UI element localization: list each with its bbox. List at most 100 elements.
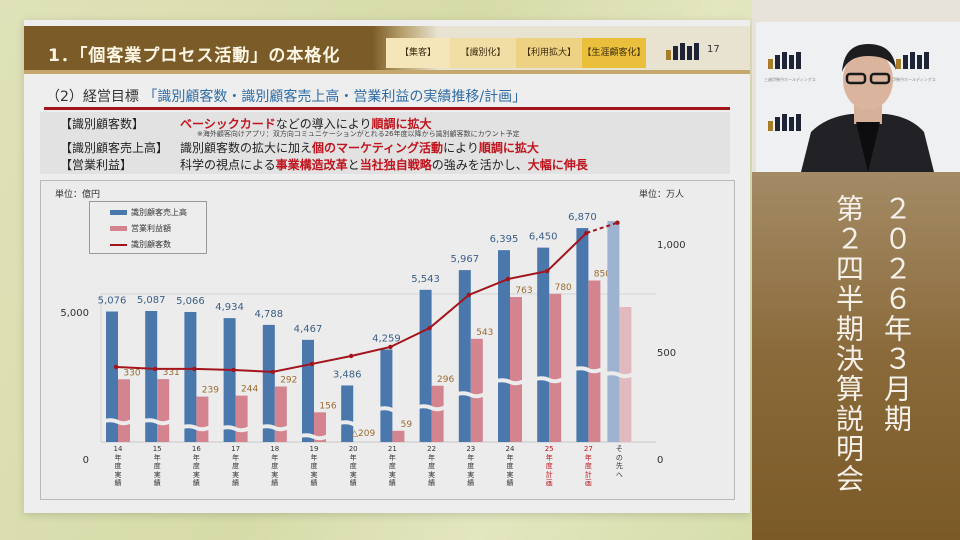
sales-value-label: 4,788 xyxy=(254,309,283,320)
x-category-label: 18 年 度 実 績 xyxy=(270,445,280,487)
backdrop-logo-icon xyxy=(768,52,801,69)
profit-value-label: 330 xyxy=(123,368,140,378)
sales-value-label: 4,934 xyxy=(215,302,244,313)
targets-box: 【識別顧客数】 ベーシックカードなどの導入により順調に拡大 ※海外顧客向けアプリ：… xyxy=(40,112,730,174)
profit-bar xyxy=(392,430,405,442)
info-text: 大幅に伸長 xyxy=(527,158,588,172)
x-category-label: 19 年 度 実 績 xyxy=(309,445,319,487)
sales-value-label: 3,486 xyxy=(333,369,362,380)
sales-bar xyxy=(223,318,236,442)
video-frame: 三越伊勢丹ホールディングス 三越伊勢丹ホールディングス xyxy=(756,22,960,172)
profit-value-label: 59 xyxy=(401,420,413,430)
legend-item-sales: 識別顧客売上高 xyxy=(110,207,187,218)
x-category-label: 21 年 度 実 績 xyxy=(387,445,397,487)
header-divider xyxy=(24,70,750,74)
sales-value-label: 5,076 xyxy=(98,296,127,307)
sales-bar xyxy=(537,247,550,442)
customers-point xyxy=(231,367,236,373)
info-text: 順調に拡大 xyxy=(371,117,432,131)
left-unit-label: 単位：億円 xyxy=(55,190,101,200)
sales-bar xyxy=(184,311,197,442)
process-steps: 【集客】 【識別化】 【利用拡大】 【生涯顧客化】 xyxy=(386,38,646,68)
sales-bar xyxy=(458,270,471,442)
info-text: などの導入により xyxy=(275,117,372,131)
info-row-profit: 【営業利益】 科学の視点による事業構造改革と当社独自戦略の強みを活かし、大幅に伸長 xyxy=(60,156,588,173)
info-text: の強みを活かし、 xyxy=(431,158,528,172)
customers-line-projection xyxy=(586,221,618,234)
info-label: 【識別顧客数】 xyxy=(60,117,145,131)
sales-bar xyxy=(419,289,432,442)
legend-line-red xyxy=(110,243,127,246)
x-category-label: 15 年 度 実 績 xyxy=(152,445,162,487)
profit-value-label: 244 xyxy=(241,385,258,395)
profit-value-label: △209 xyxy=(351,429,375,439)
customers-point xyxy=(388,344,393,350)
legend-label: 営業利益額 xyxy=(131,224,171,233)
backdrop-text: 三越伊勢丹ホールディングス xyxy=(764,77,816,82)
customers-point xyxy=(505,276,511,282)
info-text: 事業構造改革 xyxy=(275,158,348,172)
sales-value-label: 5,967 xyxy=(450,254,479,265)
step-identify: 【識別化】 xyxy=(450,38,516,68)
legend-label: 識別顧客売上高 xyxy=(131,208,187,217)
sales-value-label: 4,467 xyxy=(294,324,323,335)
customers-point xyxy=(270,369,275,375)
y-left-tick: 5,000 xyxy=(60,308,89,319)
profit-bar xyxy=(196,396,209,442)
step-attract: 【集客】 xyxy=(386,38,450,68)
x-category-label: 14 年 度 実 績 xyxy=(113,445,123,487)
right-unit-label: 単位：万人 xyxy=(639,190,685,200)
legend-item-customers: 識別顧客数 xyxy=(110,239,171,250)
info-label: 【識別顧客売上高】 xyxy=(60,141,169,155)
fiscal-period-label: ２０２６年３月期 xyxy=(880,194,913,434)
sales-value-label: 5,066 xyxy=(176,296,205,307)
customers-point xyxy=(153,366,158,372)
info-label: 【営業利益】 xyxy=(60,158,133,172)
sales-bar xyxy=(380,349,393,442)
profit-value-label: 156 xyxy=(319,401,336,411)
customers-point xyxy=(192,366,197,372)
x-category-label: 17 年 度 実 績 xyxy=(231,445,241,487)
slide-title: 1．「個客業プロセス活動」の本格化 xyxy=(48,46,341,66)
backdrop-logo-icon xyxy=(768,114,801,131)
sales-bar xyxy=(576,228,589,442)
y-right-tick: 500 xyxy=(657,348,677,359)
info-text: 科学の視点による xyxy=(180,158,276,172)
x-category-label: 24 年 度 実 績 xyxy=(505,445,515,487)
briefing-title-label: 第２四半期決算説明会 xyxy=(832,194,865,494)
step-expand-use: 【利用拡大】 xyxy=(516,38,582,68)
step-lifetime-customer: 【生涯顧客化】 xyxy=(582,38,646,68)
x-category-label: 23 年 度 実 績 xyxy=(466,445,476,487)
sales-value-label: 6,450 xyxy=(529,232,558,243)
info-row-sales: 【識別顧客売上高】 識別顧客数の拡大に加え個のマーケティング活動により順調に拡大 xyxy=(60,139,539,156)
y-right-tick: 0 xyxy=(657,455,664,466)
info-row-customers: 【識別顧客数】 ベーシックカードなどの導入により順調に拡大 xyxy=(60,115,432,132)
sales-value-label: 4,259 xyxy=(372,334,401,345)
profit-bar xyxy=(235,395,248,442)
info-text: と xyxy=(347,158,360,172)
sales-bar xyxy=(498,250,510,442)
x-category-label: 25 年 度 計 画 xyxy=(544,445,554,487)
customers-point xyxy=(615,220,620,225)
profit-bar xyxy=(314,412,326,442)
profit-value-label: 296 xyxy=(437,375,454,385)
info-text: 当社独自戦略 xyxy=(359,158,432,172)
customers-point xyxy=(113,364,119,370)
backdrop-text: 三越伊勢丹ホールディングス xyxy=(884,77,936,82)
profit-value-label: 331 xyxy=(163,368,180,378)
customers-point xyxy=(427,325,432,331)
profit-bar xyxy=(157,379,170,442)
customers-point xyxy=(349,353,354,359)
combo-chart: 単位：億円 単位：万人 5,076 330 5,087 331 5,066 239 4,93… xyxy=(40,180,735,500)
section-prefix: （2）経営目標 xyxy=(46,89,139,105)
x-category-label: 27 年 度 計 画 xyxy=(583,445,593,487)
legend-swatch-pink xyxy=(110,226,127,231)
profit-bar xyxy=(510,297,522,442)
profit-bar xyxy=(431,385,444,442)
profit-bar xyxy=(274,386,287,442)
chart-plot: 5,076 330 5,087 331 5,066 239 4,934 244 4,788 292… xyxy=(98,212,656,443)
profit-bar xyxy=(549,293,562,442)
company-logo-icon xyxy=(666,43,700,60)
legend-item-profit: 営業利益額 xyxy=(110,223,171,234)
profit-value-label: 763 xyxy=(515,286,532,296)
